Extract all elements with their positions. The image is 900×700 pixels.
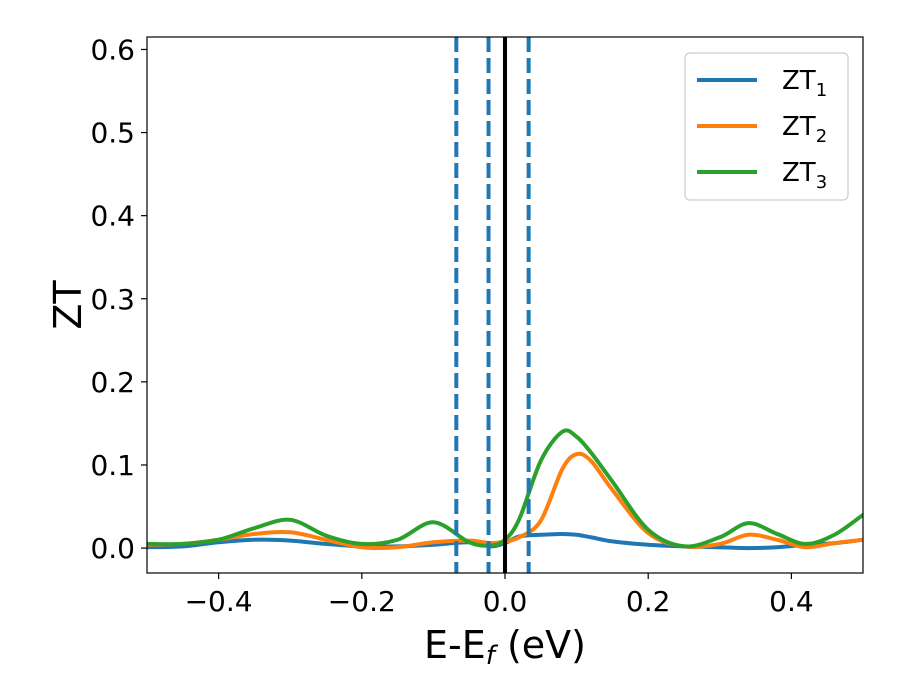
y-tick-label: 0.3 (90, 283, 135, 316)
y-tick-label: 0.2 (90, 366, 135, 399)
y-tick-label: 0.4 (90, 200, 135, 233)
y-tick-label: 0.1 (90, 449, 135, 482)
legend-label-3: ZT3 (782, 158, 827, 193)
x-tick-label: −0.2 (328, 585, 396, 618)
x-tick-label: 0.4 (769, 585, 814, 618)
legend: ZT1 ZT2 ZT3 (684, 52, 849, 201)
series-line-1 (147, 531, 863, 551)
legend-box (684, 52, 849, 201)
legend-label-2: ZT2 (782, 112, 827, 147)
x-tick-label: 0.0 (483, 585, 528, 618)
y-tick-label: 0.5 (90, 117, 135, 150)
x-tick-label: 0.2 (626, 585, 671, 618)
y-tick-label: 0.6 (90, 33, 135, 66)
legend-label-1: ZT1 (782, 66, 827, 101)
x-tick-label: −0.4 (185, 585, 253, 618)
x-axis-title: E-Ef (eV) (424, 623, 586, 671)
y-tick-label: 0.0 (90, 532, 135, 565)
y-axis-title: ZT (46, 280, 90, 330)
